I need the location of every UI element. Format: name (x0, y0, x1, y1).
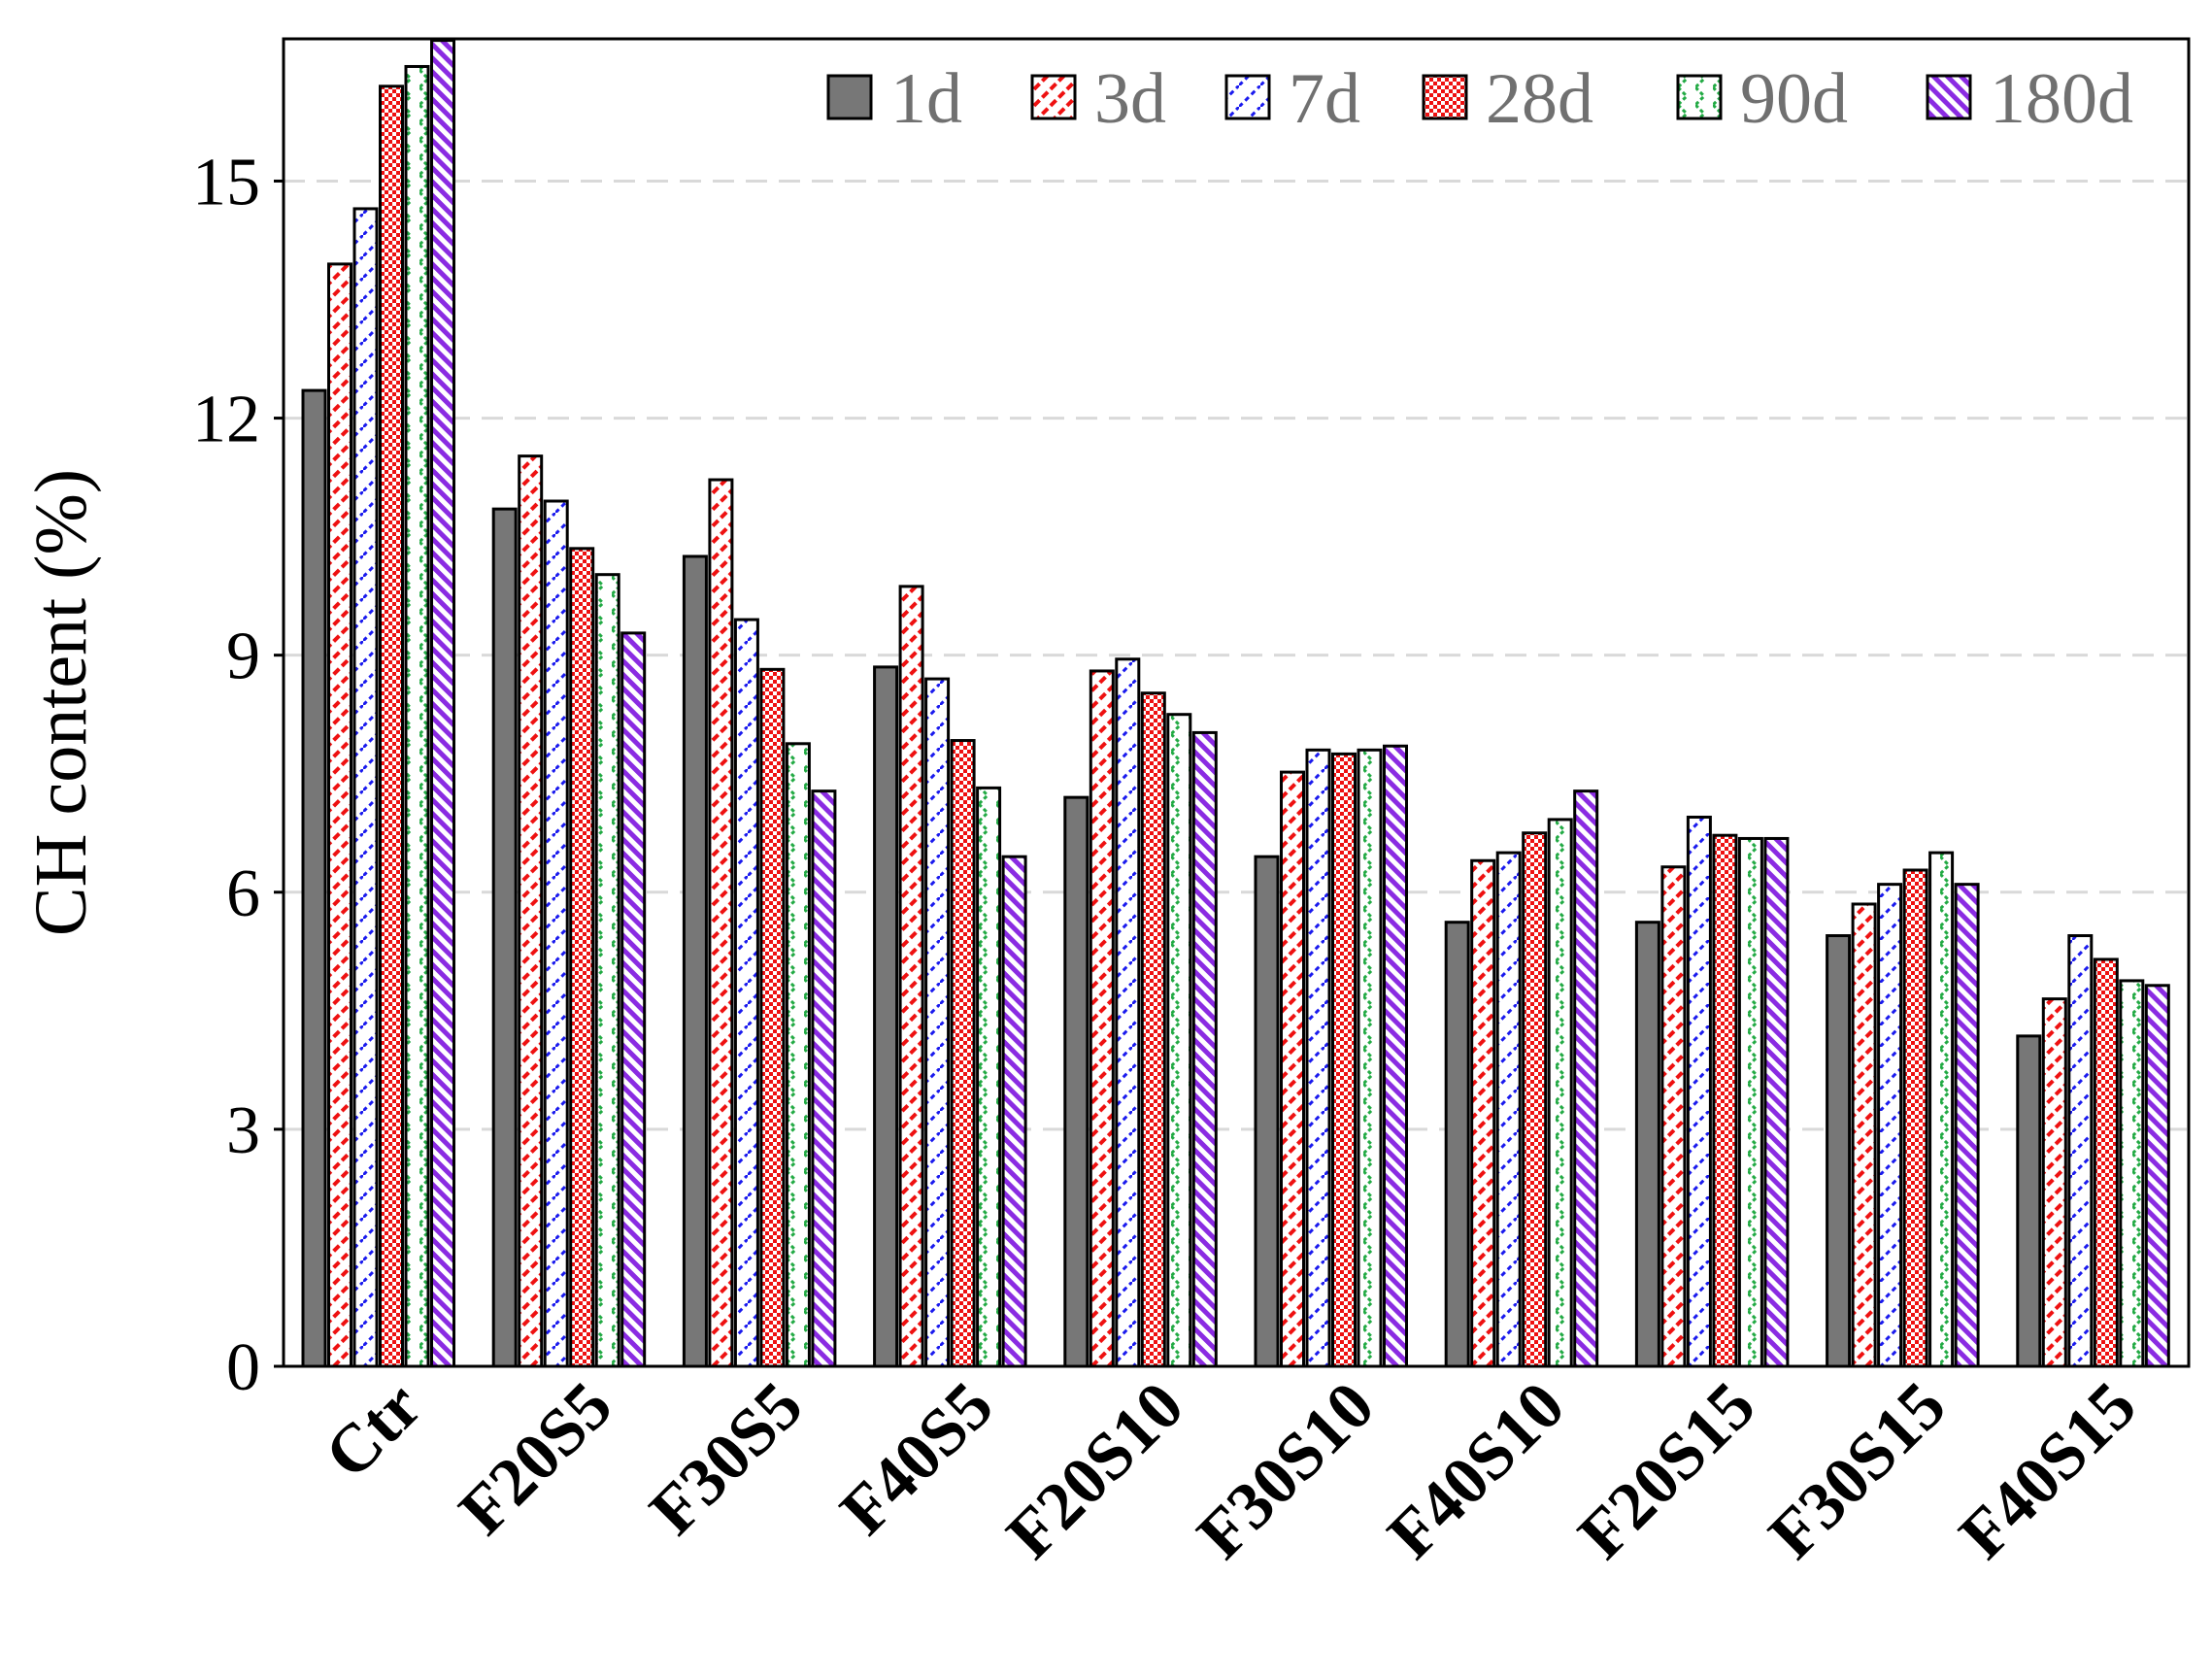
bar-F20S10-90d (1166, 713, 1192, 1368)
bar-F20S5-1d (491, 507, 518, 1368)
bar-F20S15-1d (1634, 921, 1660, 1368)
bar-F30S15-3d (1851, 902, 1877, 1368)
x-category-label: F40S15 (1946, 1368, 2151, 1573)
bar-F30S10-1d (1254, 855, 1280, 1368)
legend-label-7d: 7d (1289, 59, 1360, 139)
bar-F20S15-90d (1737, 836, 1763, 1368)
x-category-label: F20S5 (446, 1368, 626, 1549)
bar-F30S15-7d (1877, 883, 1903, 1368)
bar-F20S15-180d (1763, 836, 1790, 1368)
bar-F40S5-3d (898, 585, 924, 1368)
bar-F20S5-28d (569, 547, 595, 1368)
bar-Ctr-28d (379, 84, 404, 1368)
bar-Ctr-7d (352, 207, 379, 1368)
bar-F20S10-180d (1191, 730, 1218, 1368)
y-tick-label: 0 (226, 1330, 260, 1405)
bar-F30S10-28d (1331, 752, 1357, 1368)
bar-F20S15-3d (1660, 865, 1687, 1368)
bar-F30S10-180d (1383, 744, 1408, 1368)
bar-F30S15-90d (1928, 851, 1955, 1368)
x-category-label: F20S15 (1564, 1368, 1769, 1573)
legend: 1d 3d 7d 28d 90d 180d (826, 59, 2133, 139)
bar-Ctr-1d (301, 388, 327, 1368)
x-category-label: F40S10 (1374, 1368, 1579, 1573)
bar-F20S10-3d (1089, 669, 1115, 1368)
bar-F30S5-7d (733, 618, 759, 1368)
bar-F30S15-180d (1954, 883, 1980, 1368)
bar-F40S15-3d (2041, 997, 2067, 1368)
legend-label-3d: 3d (1094, 59, 1166, 139)
bar-F20S10-28d (1140, 691, 1166, 1368)
bar-F40S15-28d (2093, 957, 2119, 1368)
bar-F30S5-90d (785, 742, 811, 1368)
x-category-label: F20S10 (993, 1368, 1198, 1573)
legend-label-1d: 1d (890, 59, 962, 139)
bar-F40S5-28d (950, 739, 976, 1368)
bar-F20S5-180d (620, 631, 647, 1368)
y-tick-label: 15 (192, 145, 260, 219)
bar-F40S10-3d (1470, 858, 1496, 1368)
bar-F20S15-7d (1686, 815, 1712, 1368)
bar-F30S5-3d (708, 478, 734, 1368)
x-category-label: F30S10 (1184, 1368, 1389, 1573)
bar-F40S5-1d (873, 665, 899, 1368)
bar-Ctr-3d (327, 262, 352, 1368)
bar-F30S10-90d (1357, 748, 1383, 1368)
bar-F30S5-180d (811, 789, 837, 1368)
bar-F40S10-1d (1444, 921, 1470, 1368)
bar-F20S5-3d (518, 454, 544, 1368)
x-axis-category-labels: Ctr F20S5 F30S5 F40S5F20S10F30S10F40S10F20S… (311, 1368, 2150, 1573)
y-axis-title: CH content (%) (20, 469, 102, 936)
bar-F30S5-1d (682, 554, 708, 1368)
legend-swatch-90d (1676, 74, 1723, 120)
bar-F40S10-7d (1495, 851, 1522, 1368)
bar-F40S5-7d (924, 677, 951, 1368)
bar-Ctr-180d (430, 39, 455, 1368)
legend-label-28d: 28d (1486, 59, 1593, 139)
bar-F40S15-180d (2144, 984, 2170, 1368)
bar-Ctr-90d (404, 64, 430, 1368)
y-axis-ticks: 0 3 6 9 12 15 (192, 145, 284, 1405)
bar-F30S15-1d (1826, 934, 1852, 1368)
bar-F20S15-28d (1712, 833, 1738, 1368)
legend-swatch-180d (1926, 74, 1972, 120)
legend-swatch-1d (826, 74, 873, 120)
x-category-label: Ctr (311, 1368, 436, 1494)
y-tick-label: 6 (226, 856, 260, 931)
legend-label-90d: 90d (1740, 59, 1848, 139)
x-category-label: F30S5 (636, 1368, 817, 1549)
legend-label-180d: 180d (1990, 59, 2133, 139)
bar-F40S10-180d (1573, 789, 1599, 1368)
bar-F20S10-7d (1115, 657, 1141, 1368)
y-tick-label: 3 (226, 1093, 260, 1168)
bar-F40S15-7d (2067, 934, 2094, 1368)
bar-F20S10-1d (1063, 795, 1089, 1368)
y-tick-label: 9 (226, 620, 260, 694)
bar-F20S5-7d (543, 499, 569, 1368)
bar-F40S10-28d (1522, 831, 1548, 1368)
bar-F40S5-180d (1001, 855, 1027, 1368)
bar-F40S15-90d (2119, 979, 2145, 1368)
y-tick-label: 12 (192, 383, 260, 457)
x-category-label: F30S15 (1755, 1368, 1960, 1573)
legend-swatch-28d (1422, 74, 1468, 120)
bar-F30S15-28d (1902, 868, 1928, 1368)
bar-F30S5-28d (759, 667, 786, 1368)
bars (301, 39, 2170, 1368)
x-category-label: F40S5 (826, 1368, 1007, 1549)
bar-F30S10-3d (1280, 770, 1305, 1368)
plot-area-frame (282, 37, 2191, 1368)
bar-F30S10-7d (1305, 748, 1331, 1368)
legend-swatch-3d (1030, 74, 1077, 120)
legend-swatch-7d (1224, 74, 1271, 120)
bar-F40S15-1d (2016, 1034, 2042, 1368)
bar-F20S5-90d (594, 573, 620, 1368)
bar-F40S5-90d (976, 786, 1002, 1368)
bar-F40S10-90d (1547, 818, 1573, 1368)
